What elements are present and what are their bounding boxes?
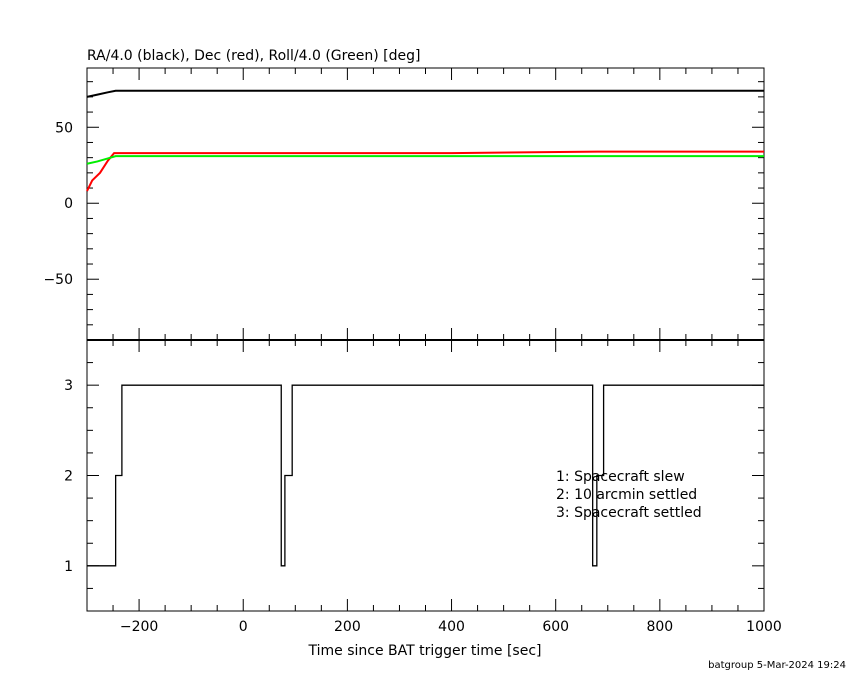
annotation-2: 2: 10 arcmin settled (556, 487, 697, 503)
y-tick-label: 3 (64, 378, 73, 394)
x-tick-label: 200 (334, 619, 361, 635)
legend-annotations: 1: Spacecraft slew 2: 10 arcmin settled … (556, 469, 702, 521)
top-panel-title: RA/4.0 (black), Dec (red), Roll/4.0 (Gre… (87, 48, 420, 64)
series-status (87, 384, 764, 567)
series-ra-4-0 (86, 89, 764, 98)
x-tick-label: 1000 (746, 619, 782, 635)
footer-credit: batgroup 5-Mar-2024 19:24 (708, 660, 846, 671)
y-tick-label: 2 (64, 469, 73, 485)
series-dec (86, 150, 764, 192)
x-tick-label: 800 (646, 619, 673, 635)
x-tick-label: 600 (542, 619, 569, 635)
y-tick-label: 0 (64, 196, 73, 212)
annotation-1: 1: Spacecraft slew (556, 469, 685, 485)
x-tick-label: 0 (239, 619, 248, 635)
x-axis-label: Time since BAT trigger time [sec] (308, 643, 542, 659)
y-tick-label: 50 (55, 120, 73, 136)
y-tick-label: 1 (64, 559, 73, 575)
x-tick-label: −200 (120, 619, 158, 635)
annotation-3: 3: Spacecraft settled (556, 505, 702, 521)
y-tick-label: −50 (43, 272, 73, 288)
panel-frame-0 (86, 67, 765, 341)
x-tick-label: 400 (438, 619, 465, 635)
series-roll-4-0 (86, 155, 764, 165)
